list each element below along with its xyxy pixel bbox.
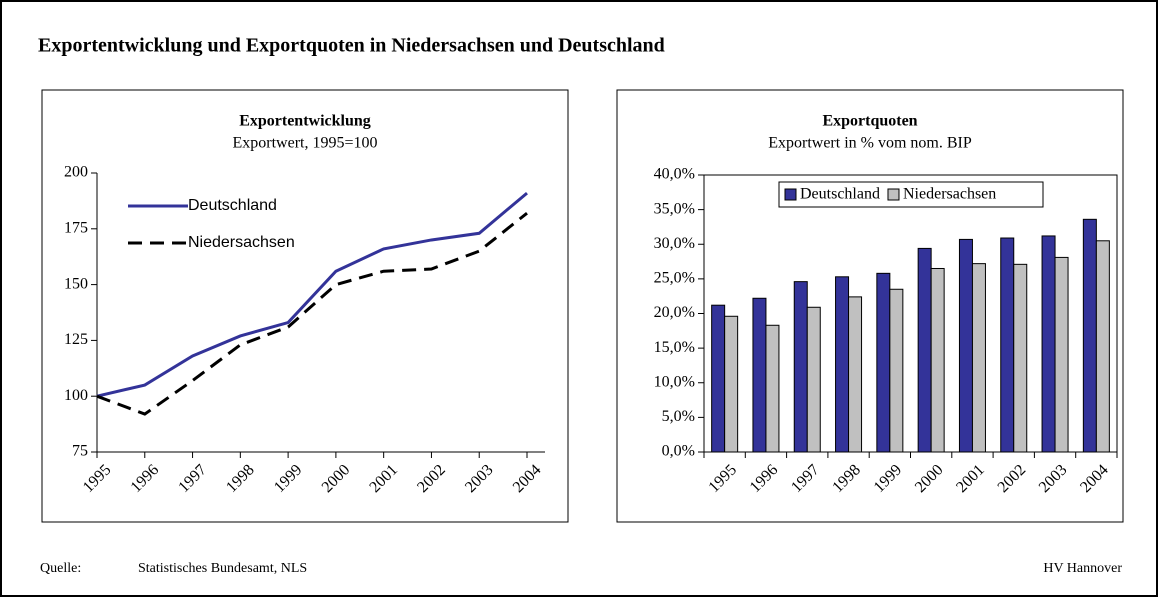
legend-swatch [887, 188, 900, 201]
y-tick-label: 5,0% [662, 408, 695, 425]
bar [1095, 240, 1110, 453]
y-tick-label: 125 [64, 331, 88, 348]
y-tick-label: 20,0% [654, 304, 695, 321]
y-tick-label: 200 [64, 164, 88, 181]
bar [848, 296, 863, 453]
y-tick-label: 30,0% [654, 235, 695, 252]
credit: HV Hannover [1043, 561, 1122, 576]
y-tick-label: 175 [64, 219, 88, 236]
bar [806, 306, 821, 453]
y-tick-label: 35,0% [654, 200, 695, 217]
legend-label: Deutschland [800, 186, 880, 203]
source: Statistisches Bundesamt, NLS [138, 561, 307, 576]
y-tick-label: 0,0% [662, 443, 695, 460]
chart-frame [616, 89, 1124, 523]
chart-subtitle: Exportwert, 1995=100 [233, 135, 378, 152]
legend-swatch [784, 188, 797, 201]
y-tick-label: 75 [72, 443, 88, 460]
y-tick-label: 150 [64, 275, 88, 292]
y-tick-label: 25,0% [654, 270, 695, 287]
bar [793, 281, 808, 453]
bar [958, 238, 973, 453]
y-tick-label: 10,0% [654, 373, 695, 390]
y-tick-label: 100 [64, 387, 88, 404]
bar [889, 288, 904, 453]
chart-title: Exportentwicklung [239, 113, 371, 130]
bar [752, 297, 767, 453]
legend-label: Deutschland [188, 197, 277, 214]
y-tick-label: 15,0% [654, 339, 695, 356]
bar [1013, 263, 1028, 453]
bar [917, 247, 932, 453]
legend-label: Niedersachsen [903, 186, 996, 203]
bar [724, 315, 739, 453]
chart-frame [41, 89, 569, 523]
bar [765, 324, 780, 453]
chart-subtitle: Exportwert in % vom nom. BIP [768, 135, 972, 152]
bar [1000, 237, 1015, 453]
bar [1054, 256, 1069, 453]
bar [1082, 218, 1097, 453]
bar [835, 276, 850, 453]
legend-label: Niedersachsen [188, 234, 295, 251]
bar [711, 304, 726, 453]
line-series [96, 212, 528, 416]
bar [971, 263, 986, 453]
bar [930, 267, 945, 453]
legend-box [778, 181, 1044, 208]
y-tick-label: 40,0% [654, 166, 695, 183]
bar [876, 272, 891, 453]
line-series [96, 191, 528, 398]
chart-title: Exportquoten [822, 113, 917, 130]
bar [1041, 235, 1056, 453]
source-label: Quelle: [40, 561, 81, 576]
page-title: Exportentwicklung und Exportquoten in Ni… [38, 35, 665, 57]
